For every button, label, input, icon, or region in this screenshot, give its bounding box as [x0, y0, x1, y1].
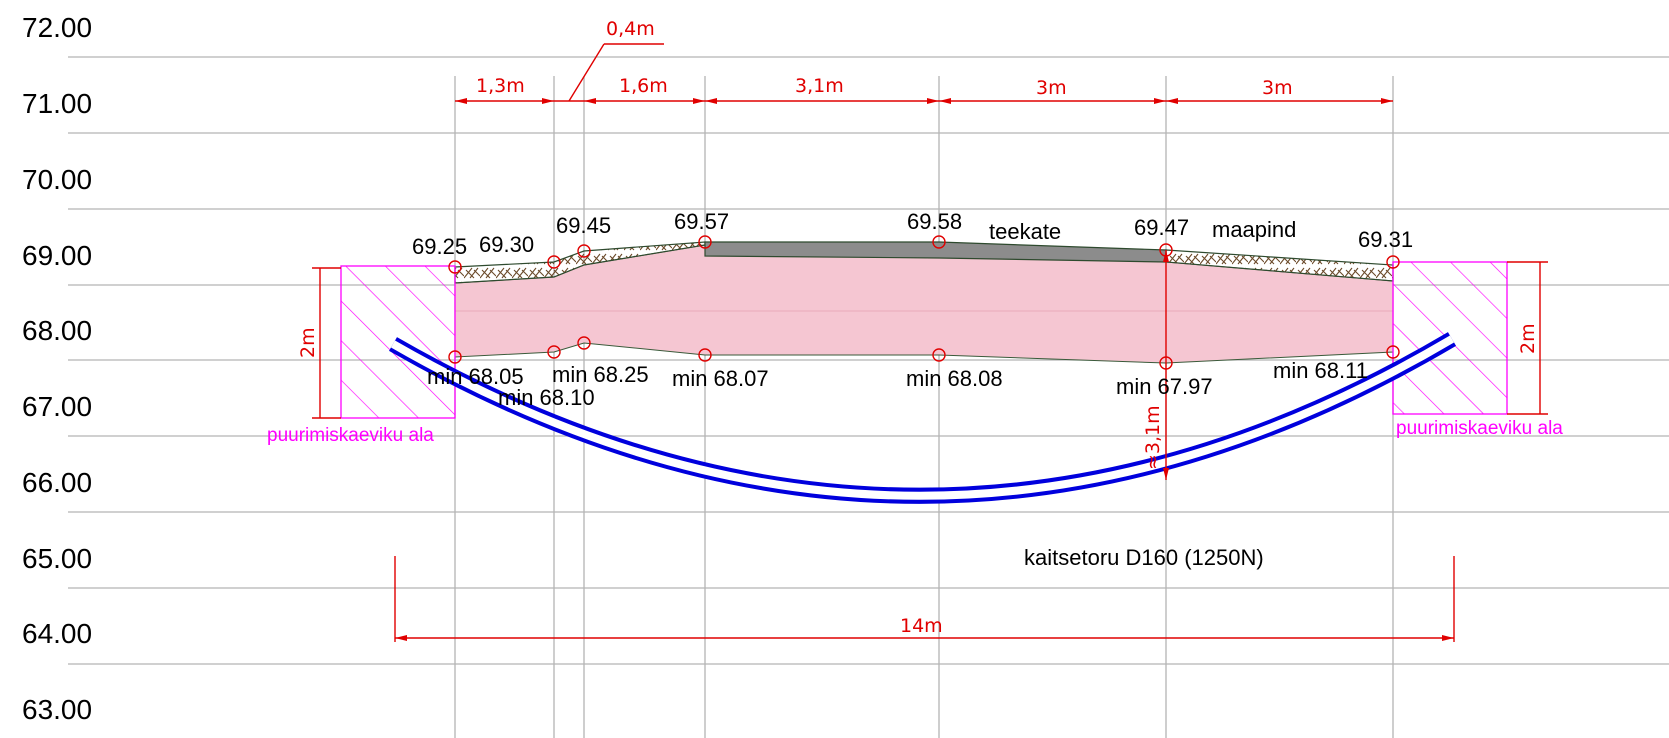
- elevation-label: 67.00: [22, 391, 92, 422]
- elevation-label: 63.00: [22, 694, 92, 725]
- elevation-label: 64.00: [22, 618, 92, 649]
- ground-label: maapind: [1212, 217, 1296, 242]
- surface-level-labels: 69.25 69.30 69.45 69.57 69.58 69.47 69.3…: [412, 209, 1413, 259]
- dimension-label: 3m: [1036, 77, 1067, 99]
- dimension-label: 3,1m: [795, 75, 844, 97]
- elevation-grid: [68, 56, 1669, 665]
- elevation-label: 72.00: [22, 12, 92, 43]
- surface-level: 69.45: [556, 213, 611, 238]
- min-level: min 68.11: [1273, 358, 1368, 383]
- depth-label: ≈3,1m: [1142, 405, 1164, 470]
- surface-level: 69.25: [412, 234, 467, 259]
- bottom-markers: [448, 336, 1400, 370]
- elevation-label: 66.00: [22, 467, 92, 498]
- pit-depth-dimension-right: 2m: [1507, 261, 1548, 415]
- pit-depth-label: 2m: [297, 327, 319, 358]
- min-level: min 68.25: [552, 362, 649, 387]
- elevation-label: 65.00: [22, 543, 92, 574]
- station-lines: [454, 76, 1394, 738]
- surface-markers: [448, 235, 1400, 274]
- top-dimension-chain: 1,3m 0,4m 1,6m 3,1m 3m 3m: [455, 18, 1393, 104]
- elevation-label: 70.00: [22, 164, 92, 195]
- surface-level: 69.31: [1358, 227, 1413, 252]
- min-level: min 68.08: [906, 366, 1003, 391]
- elevation-label: 69.00: [22, 240, 92, 271]
- min-level: min 68.05: [427, 364, 524, 389]
- min-level: min 68.10: [498, 385, 595, 410]
- road-surface-label: teekate: [989, 219, 1061, 244]
- surface-level: 69.58: [907, 209, 962, 234]
- elevation-axis: 72.00 71.00 70.00 69.00 68.00 67.00 66.0…: [22, 12, 92, 725]
- pit-label-right: puurimiskaeviku ala: [1396, 418, 1563, 439]
- total-length-label: 14m: [900, 615, 943, 637]
- min-level: min 68.07: [672, 366, 769, 391]
- dimension-label: 0,4m: [606, 18, 655, 40]
- elevation-label: 68.00: [22, 315, 92, 346]
- dimension-label: 1,6m: [619, 75, 668, 97]
- pit-label-left: puurimiskaeviku ala: [267, 425, 434, 446]
- dimension-label: 3m: [1262, 77, 1293, 99]
- min-level-labels: min 68.05 min 68.10 min 68.25 min 68.07 …: [427, 358, 1368, 410]
- dimension-label: 1,3m: [476, 75, 525, 97]
- surface-level: 69.30: [479, 232, 534, 257]
- depth-dimension: ≈3,1m: [1142, 250, 1169, 480]
- total-length-dimension: 14m: [394, 556, 1455, 642]
- min-level: min 67.97: [1116, 374, 1213, 399]
- pit-depth-label: 2m: [1517, 323, 1539, 354]
- elevation-label: 71.00: [22, 88, 92, 119]
- surface-level: 69.57: [674, 209, 729, 234]
- surface-level: 69.47: [1134, 215, 1189, 240]
- drilling-pit-right: [1392, 261, 1508, 415]
- pit-depth-dimension-left: 2m: [297, 267, 341, 419]
- pipe-label: kaitsetoru D160 (1250N): [1024, 545, 1264, 570]
